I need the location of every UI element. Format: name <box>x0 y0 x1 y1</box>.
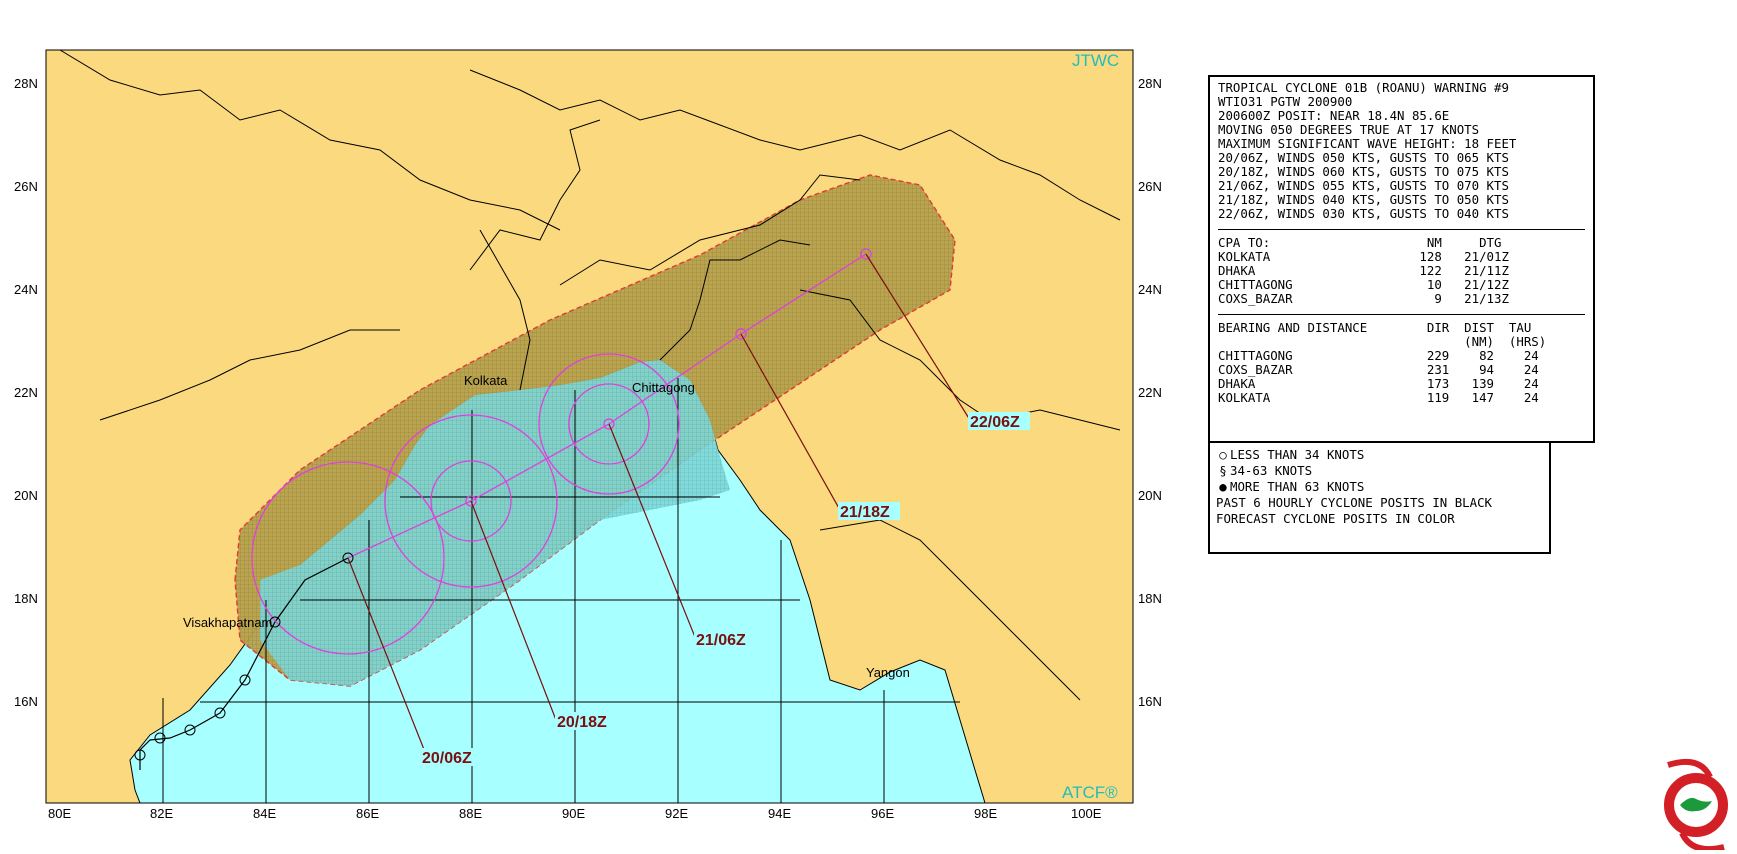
forecast-marker <box>465 495 477 507</box>
warning-motion: MOVING 050 DEGREES TRUE AT 17 KNOTS <box>1218 122 1480 137</box>
lon-label: 86E <box>356 806 379 821</box>
cpa-row: DHAKA 122 21/11Z <box>1218 263 1509 278</box>
bd-row: COXS_BAZAR 231 94 24 <box>1218 362 1539 377</box>
bd-header: BEARING AND DISTANCE DIR DIST TAU <box>1218 320 1532 335</box>
cpa-row: KOLKATA 128 21/01Z <box>1218 249 1509 264</box>
legend-item: ● MORE THAN 63 KNOTS <box>1216 479 1543 495</box>
atcf-brand: ATCF® <box>1062 783 1118 802</box>
lat-axis-right: 28N 26N 24N 22N 20N 18N 16N <box>1138 76 1162 709</box>
lat-label: 24N <box>14 282 38 297</box>
place-label-yangon: Yangon <box>866 665 910 680</box>
graticule <box>162 378 960 803</box>
place-label-chittagong: Chittagong <box>632 380 695 395</box>
wind-radius <box>251 461 445 655</box>
bd-row: DHAKA 173 139 24 <box>1218 376 1539 391</box>
posit-marker <box>134 749 146 761</box>
lon-label: 84E <box>253 806 276 821</box>
posit-marker <box>342 552 354 564</box>
forecast-label: 20/18Z <box>557 714 607 731</box>
forecast-time-labels: 20/06Z 20/18Z 21/06Z 21/18Z 22/06Z <box>420 412 1030 767</box>
cyclone-filled-icon: ● <box>1219 479 1227 494</box>
warning-title: TROPICAL CYCLONE 01B (ROANU) WARNING #9 <box>1218 80 1509 95</box>
cpa-header: CPA TO: NM DTG <box>1218 235 1502 250</box>
posit-marker <box>154 732 166 744</box>
forecast-label: 20/06Z <box>422 750 472 767</box>
lat-label: 16N <box>14 694 38 709</box>
lon-label: 90E <box>562 806 585 821</box>
posit-marker <box>184 724 196 736</box>
lon-label: 92E <box>665 806 688 821</box>
legend-note: PAST 6 HOURLY CYCLONE POSITS IN BLACK <box>1216 495 1493 510</box>
lat-label: 28N <box>1138 76 1162 91</box>
lat-label: 22N <box>14 385 38 400</box>
legend-panel: ○ LESS THAN 34 KNOTS § 34-63 KNOTS ● MORE T… <box>1208 441 1551 554</box>
forecast-marker <box>735 328 747 340</box>
warning-wave: MAXIMUM SIGNIFICANT WAVE HEIGHT: 18 FEET <box>1218 136 1517 151</box>
lon-label: 82E <box>150 806 173 821</box>
warning-panel: TROPICAL CYCLONE 01B (ROANU) WARNING #9 … <box>1208 75 1595 443</box>
bd-row: CHITTAGONG 229 82 24 <box>1218 348 1539 363</box>
danger-swath-sea <box>260 360 730 686</box>
lon-label: 96E <box>871 806 894 821</box>
wind-radius <box>384 414 558 588</box>
place-label-kolkata: Kolkata <box>464 373 508 388</box>
lon-label: 100E <box>1071 806 1102 821</box>
forecast-label: 21/06Z <box>696 632 746 649</box>
posit-marker <box>214 707 226 719</box>
jtwc-seal-logo <box>1662 759 1730 850</box>
posit-marker <box>269 616 281 628</box>
wind-line: 20/18Z, WINDS 060 KTS, GUSTS TO 075 KTS <box>1218 164 1509 179</box>
lat-label: 28N <box>14 76 38 91</box>
lon-label: 94E <box>768 806 791 821</box>
lon-label: 98E <box>974 806 997 821</box>
posit-marker <box>239 674 251 686</box>
lat-label: 26N <box>1138 179 1162 194</box>
cyclone-track <box>134 248 971 770</box>
lat-label: 18N <box>14 591 38 606</box>
forecast-marker <box>860 248 872 260</box>
bd-row: KOLKATA 119 147 24 <box>1218 390 1539 405</box>
wind-line: 21/06Z, WINDS 055 KTS, GUSTS TO 070 KTS <box>1218 178 1509 193</box>
wind-line: 22/06Z, WINDS 030 KTS, GUSTS TO 040 KTS <box>1218 206 1509 221</box>
place-label-visakhapatnam: Visakhapatnam <box>183 615 272 630</box>
lon-axis: 80E 82E 84E 86E 88E 90E 92E 94E 96E 98E … <box>48 806 1102 821</box>
lat-axis-left: 28N 26N 24N 22N 20N 18N 16N <box>14 76 38 709</box>
divider <box>1218 229 1585 230</box>
cpa-row: COXS_BAZAR 9 21/13Z <box>1218 291 1509 306</box>
past-track <box>139 557 349 770</box>
wind-radius <box>568 383 650 465</box>
cyclone-open-icon: § <box>1219 463 1227 478</box>
lon-label: 80E <box>48 806 71 821</box>
wind-line: 20/06Z, WINDS 050 KTS, GUSTS TO 065 KTS <box>1218 150 1509 165</box>
bd-header-units: (NM) (HRS) <box>1218 334 1547 349</box>
wind-radius <box>430 460 512 542</box>
map-frame <box>45 49 1134 804</box>
lat-label: 20N <box>1138 488 1162 503</box>
legend-item: ○ LESS THAN 34 KNOTS <box>1216 447 1543 463</box>
warning-posit: 200600Z POSIT: NEAR 18.4N 85.6E <box>1218 108 1450 123</box>
lat-label: 20N <box>14 488 38 503</box>
circle-open-icon: ○ <box>1219 447 1227 462</box>
forecast-label: 22/06Z <box>970 414 1020 431</box>
lat-label: 18N <box>1138 591 1162 606</box>
legend-item: § 34-63 KNOTS <box>1216 463 1543 479</box>
wind-radius <box>538 353 680 495</box>
lat-label: 22N <box>1138 385 1162 400</box>
divider <box>1218 314 1585 315</box>
forecast-label: 21/18Z <box>840 504 890 521</box>
lat-label: 24N <box>1138 282 1162 297</box>
legend-note: FORECAST CYCLONE POSITS IN COLOR <box>1216 511 1455 526</box>
cpa-row: CHITTAGONG 10 21/12Z <box>1218 277 1509 292</box>
lat-label: 26N <box>14 179 38 194</box>
jtwc-brand: JTWC <box>1072 51 1119 70</box>
warning-id: WTIO31 PGTW 200900 <box>1218 94 1353 109</box>
wind-line: 21/18Z, WINDS 040 KTS, GUSTS TO 050 KTS <box>1218 192 1509 207</box>
lon-label: 88E <box>459 806 482 821</box>
lat-label: 16N <box>1138 694 1162 709</box>
forecast-marker <box>603 418 615 430</box>
